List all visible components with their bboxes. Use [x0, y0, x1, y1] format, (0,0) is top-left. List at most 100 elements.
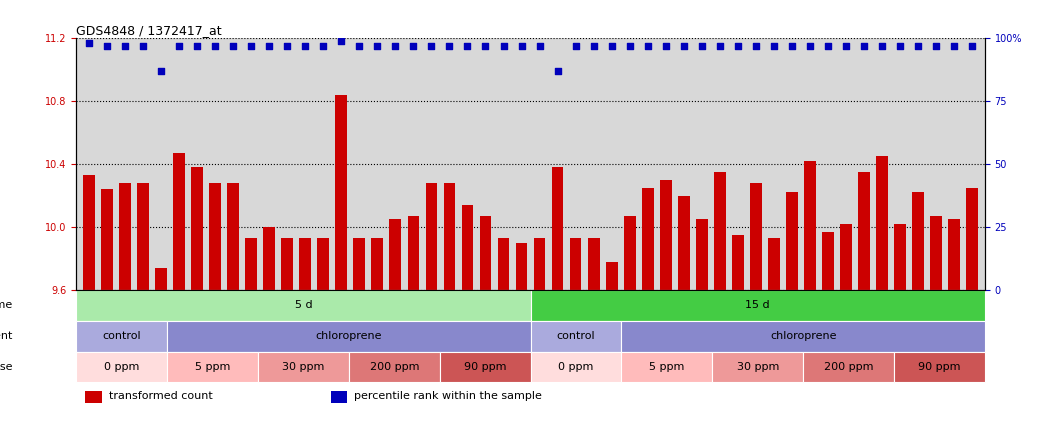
Bar	[282, 238, 293, 290]
Bar	[912, 192, 925, 290]
Point	[748, 42, 765, 49]
Point	[405, 42, 421, 49]
Bar	[264, 227, 275, 290]
Bar	[408, 216, 419, 290]
Point	[477, 42, 493, 49]
Bar	[622, 352, 713, 382]
Point	[640, 42, 657, 49]
Bar	[300, 238, 311, 290]
Bar	[696, 219, 707, 290]
Bar	[876, 156, 887, 290]
Text: 90 ppm: 90 ppm	[918, 362, 961, 372]
Point	[495, 42, 511, 49]
Bar	[531, 352, 622, 382]
Text: 200 ppm: 200 ppm	[370, 362, 419, 372]
Point	[856, 42, 873, 49]
Bar	[967, 188, 979, 290]
Text: 90 ppm: 90 ppm	[464, 362, 506, 372]
Point	[459, 42, 475, 49]
Text: 30 ppm: 30 ppm	[282, 362, 325, 372]
Bar	[86, 391, 102, 403]
Bar	[606, 261, 617, 290]
Bar	[480, 216, 491, 290]
Text: agent: agent	[0, 331, 13, 341]
Bar	[931, 216, 943, 290]
Point	[820, 42, 837, 49]
Point	[946, 42, 963, 49]
Bar	[949, 219, 961, 290]
Point	[586, 42, 603, 49]
Point	[838, 42, 855, 49]
Bar	[534, 238, 545, 290]
Bar	[258, 352, 348, 382]
Point	[261, 42, 277, 49]
Text: 5 ppm: 5 ppm	[649, 362, 684, 372]
Text: 30 ppm: 30 ppm	[736, 362, 779, 372]
Point	[694, 42, 711, 49]
Bar	[155, 268, 167, 290]
Bar	[894, 352, 985, 382]
Bar	[192, 167, 203, 290]
Text: 5 ppm: 5 ppm	[195, 362, 230, 372]
Point	[784, 42, 801, 49]
Bar	[822, 232, 833, 290]
Point	[387, 42, 403, 49]
Bar	[570, 238, 581, 290]
Point	[964, 42, 981, 49]
Bar	[498, 238, 509, 290]
Bar	[588, 238, 599, 290]
Text: percentile rank within the sample: percentile rank within the sample	[355, 391, 542, 401]
Text: time: time	[0, 300, 13, 310]
Text: transformed count: transformed count	[109, 391, 213, 401]
Text: 0 ppm: 0 ppm	[104, 362, 140, 372]
Point	[297, 42, 313, 49]
Point	[568, 42, 585, 49]
Text: control: control	[557, 331, 595, 341]
Bar	[750, 183, 761, 290]
Bar	[439, 352, 531, 382]
Point	[351, 42, 367, 49]
Bar	[137, 183, 149, 290]
Text: 5 d: 5 d	[294, 300, 312, 310]
Bar	[167, 321, 531, 352]
Bar	[318, 238, 329, 290]
Point	[116, 42, 133, 49]
Bar	[76, 352, 167, 382]
Text: 0 ppm: 0 ppm	[558, 362, 594, 372]
Point	[892, 42, 909, 49]
Point	[604, 42, 621, 49]
Bar	[858, 172, 869, 290]
Bar	[330, 391, 347, 403]
Bar	[660, 180, 671, 290]
Bar	[336, 95, 347, 290]
Bar	[894, 224, 907, 290]
Bar	[732, 235, 743, 290]
Point	[207, 42, 223, 49]
Text: dose: dose	[0, 362, 13, 372]
Bar	[426, 183, 437, 290]
Point	[441, 42, 457, 49]
Bar	[228, 183, 239, 290]
Bar	[76, 321, 167, 352]
Point	[423, 42, 439, 49]
Bar	[552, 167, 563, 290]
Point	[676, 42, 693, 49]
Point	[80, 40, 97, 47]
Bar	[840, 224, 851, 290]
Point	[550, 67, 567, 74]
Bar	[444, 183, 455, 290]
Text: GDS4848 / 1372417_at: GDS4848 / 1372417_at	[76, 24, 222, 37]
Point	[910, 42, 927, 49]
Point	[369, 42, 385, 49]
Point	[658, 42, 675, 49]
Bar	[246, 238, 257, 290]
Point	[333, 37, 349, 44]
Point	[874, 42, 891, 49]
Point	[134, 42, 151, 49]
Point	[243, 42, 259, 49]
Point	[513, 42, 530, 49]
Bar	[714, 172, 725, 290]
Text: 15 d: 15 d	[746, 300, 770, 310]
Bar	[531, 290, 985, 321]
Point	[225, 42, 241, 49]
